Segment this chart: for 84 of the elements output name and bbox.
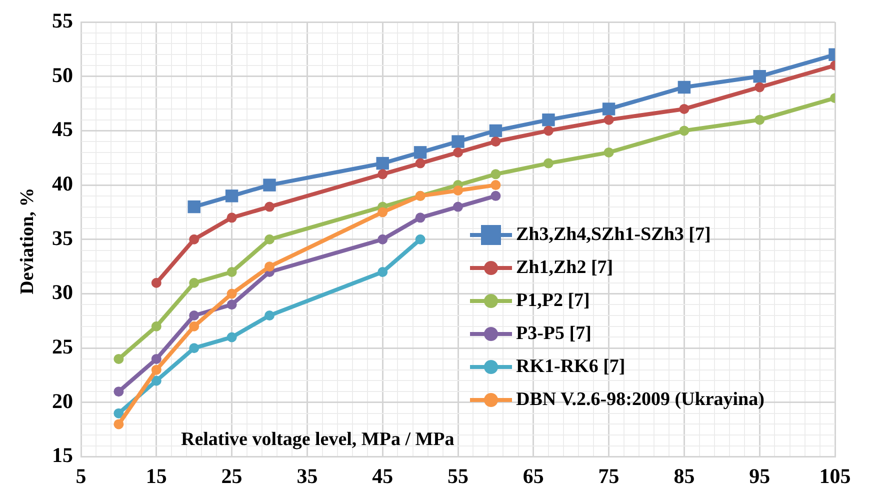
point <box>225 190 238 202</box>
point <box>489 124 502 138</box>
y-tick-label: 50 <box>52 62 73 87</box>
y-tick-label: 40 <box>52 171 73 196</box>
point <box>415 158 426 168</box>
point <box>226 300 237 310</box>
point <box>151 354 162 364</box>
point <box>415 212 426 223</box>
point <box>114 386 124 397</box>
x-tick-label: 95 <box>749 464 770 488</box>
legend-label: P3-P5 [7] <box>516 322 592 344</box>
point <box>452 135 464 148</box>
x-axis-title: Relative voltage level, MPa / MPa <box>181 428 454 451</box>
point <box>264 234 274 244</box>
y-tick-label: 25 <box>52 334 73 359</box>
point <box>151 376 162 386</box>
point <box>754 114 765 125</box>
x-tick-label: 15 <box>146 464 167 488</box>
legend-label: Zh1,Zh2 [7] <box>516 256 614 278</box>
point <box>378 267 388 278</box>
point <box>378 169 388 180</box>
point <box>415 234 426 244</box>
point <box>264 310 274 320</box>
point <box>679 104 690 114</box>
x-tick-label: 5 <box>76 464 86 488</box>
point <box>226 267 237 278</box>
point <box>376 156 389 170</box>
y-tick-label: 20 <box>52 388 73 413</box>
point <box>542 113 555 126</box>
point <box>378 207 388 218</box>
point <box>189 310 200 320</box>
point <box>453 185 463 196</box>
point <box>490 190 501 201</box>
y-tick-label: 30 <box>52 280 73 304</box>
point <box>753 70 766 83</box>
point <box>189 278 200 288</box>
point <box>754 82 765 92</box>
x-tick-label: 85 <box>674 464 695 488</box>
point <box>414 146 427 159</box>
y-tick-label: 55 <box>52 8 73 32</box>
point <box>679 126 690 136</box>
legend-label: DBN V.2.6-98:2009 (Ukrayina) <box>516 388 764 410</box>
point <box>543 126 554 136</box>
point <box>453 202 463 212</box>
point <box>604 114 614 125</box>
x-tick-label: 55 <box>448 464 468 488</box>
point <box>189 343 200 354</box>
y-tick-label: 15 <box>52 443 73 468</box>
legend-label: Zh3,Zh4,SZh1-SZh3 [7] <box>516 224 711 246</box>
y-tick-label: 35 <box>52 226 73 250</box>
point <box>264 202 274 212</box>
point <box>226 288 237 299</box>
point <box>490 169 501 180</box>
x-tick-label: 45 <box>372 464 394 488</box>
point <box>602 102 616 116</box>
point <box>188 200 200 214</box>
point <box>189 234 200 244</box>
point <box>151 364 162 375</box>
point <box>604 147 614 158</box>
point <box>114 408 124 418</box>
legend-label: P1,P2 [7] <box>516 290 590 312</box>
point <box>490 136 501 147</box>
point <box>189 321 200 332</box>
x-tick-label: 25 <box>221 464 242 488</box>
point <box>263 178 276 192</box>
point <box>114 354 124 364</box>
point <box>226 212 237 223</box>
point <box>226 332 237 342</box>
point <box>114 419 124 430</box>
point <box>378 234 388 244</box>
point <box>490 180 501 190</box>
y-axis-title: Deviation, % <box>17 186 39 296</box>
point <box>678 80 691 94</box>
point <box>264 262 274 272</box>
y-tick-label: 45 <box>52 117 73 142</box>
x-tick-label: 65 <box>522 464 544 488</box>
point <box>151 278 162 288</box>
point <box>543 158 554 168</box>
legend-label: RK1-RK6 [7] <box>516 356 626 378</box>
point <box>453 147 463 158</box>
point <box>151 321 162 332</box>
x-tick-label: 105 <box>819 464 851 488</box>
x-tick-label: 75 <box>598 464 620 488</box>
x-tick-label: 35 <box>296 464 318 488</box>
